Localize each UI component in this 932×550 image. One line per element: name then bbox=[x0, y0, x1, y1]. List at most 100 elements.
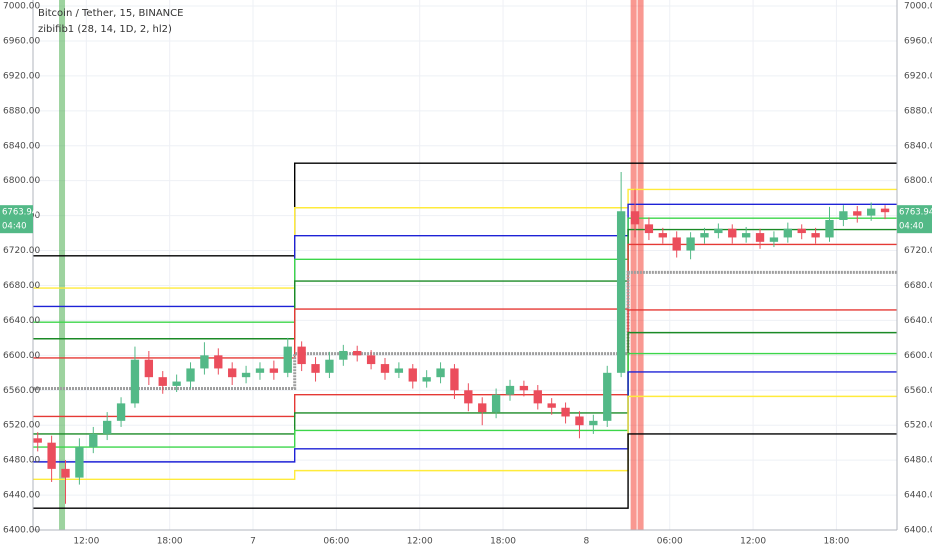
fib-level bbox=[33, 433, 897, 509]
candle-body bbox=[228, 368, 237, 378]
candle-body bbox=[728, 228, 737, 238]
y-tick-label: 6400.00 bbox=[904, 526, 932, 536]
y-tick-label: 6680.00 bbox=[3, 281, 40, 291]
candle-body bbox=[130, 359, 140, 404]
candle-body bbox=[116, 403, 126, 421]
candle-body bbox=[283, 346, 292, 373]
x-tick-label: 18:00 bbox=[490, 537, 516, 547]
price-tag-label: 6763.94 bbox=[2, 208, 37, 218]
y-tick-label: 6480.00 bbox=[3, 456, 40, 466]
candle-body bbox=[47, 442, 56, 469]
candle-body bbox=[61, 468, 70, 478]
candle-body bbox=[144, 359, 154, 378]
candle-body bbox=[769, 237, 779, 242]
y-tick-label: 6720.00 bbox=[3, 246, 40, 256]
candle-body bbox=[714, 228, 723, 234]
y-tick-label: 6720.00 bbox=[904, 246, 932, 256]
fib-level bbox=[33, 203, 897, 308]
x-tick-label: 18:00 bbox=[823, 537, 849, 547]
candle-body bbox=[853, 211, 862, 216]
candle-body bbox=[672, 237, 681, 251]
fib-level bbox=[33, 371, 897, 463]
y-tick-label: 7000.00 bbox=[3, 2, 40, 12]
price-tag bbox=[897, 205, 932, 234]
candle-body bbox=[519, 385, 529, 391]
candle-body bbox=[339, 350, 348, 360]
candle-body bbox=[436, 368, 445, 378]
y-tick-label: 6840.00 bbox=[904, 141, 932, 151]
y-tick-label: 6960.00 bbox=[3, 36, 40, 46]
candle-body bbox=[561, 407, 570, 417]
x-tick-label: 12:00 bbox=[740, 537, 766, 547]
x-tick-label: 06:00 bbox=[657, 537, 683, 547]
candle-body bbox=[811, 233, 820, 238]
candle-body bbox=[658, 233, 667, 238]
candle-body bbox=[630, 211, 640, 225]
candle-body bbox=[366, 355, 376, 365]
y-tick-label: 6520.00 bbox=[3, 421, 40, 431]
indicator-label: zibifib1 (28, 14, 1D, 2, hl2) bbox=[38, 24, 172, 35]
candle-body bbox=[33, 438, 42, 443]
candle-body bbox=[353, 350, 362, 356]
candle-body bbox=[422, 377, 431, 382]
x-tick-label: 8 bbox=[584, 537, 590, 547]
candle-body bbox=[783, 228, 792, 238]
y-tick-label: 6640.00 bbox=[904, 316, 932, 326]
fib-level bbox=[33, 331, 897, 435]
candle-body bbox=[200, 355, 209, 369]
y-tick-label: 7000.00 bbox=[904, 2, 932, 12]
fib-level bbox=[33, 228, 897, 340]
candle-body bbox=[797, 228, 806, 234]
y-tick-label: 6800.00 bbox=[3, 176, 40, 186]
y-tick-label: 6640.00 bbox=[3, 316, 40, 326]
candle-body bbox=[325, 359, 334, 373]
y-tick-label: 6560.00 bbox=[904, 386, 932, 396]
countdown-label: 04:40 bbox=[2, 222, 27, 232]
session-highlight bbox=[630, 0, 637, 530]
y-tick-label: 6600.00 bbox=[904, 351, 932, 361]
candle-body bbox=[866, 208, 876, 216]
candle-body bbox=[241, 372, 251, 378]
candle-body bbox=[214, 355, 223, 369]
y-tick-label: 6520.00 bbox=[904, 421, 932, 431]
price-tag-label: 6763.94 bbox=[899, 208, 932, 218]
y-tick-label: 6400.00 bbox=[3, 526, 40, 536]
candle-body bbox=[75, 447, 84, 478]
y-tick-label: 6560.00 bbox=[3, 386, 40, 396]
x-tick-label: 12:00 bbox=[407, 537, 433, 547]
fib-level bbox=[33, 395, 897, 481]
session-highlight bbox=[637, 0, 644, 530]
candle-body bbox=[755, 233, 765, 242]
x-tick-label: 06:00 bbox=[323, 537, 349, 547]
y-tick-label: 6920.00 bbox=[904, 71, 932, 81]
y-tick-label: 6800.00 bbox=[904, 176, 932, 186]
candle-body bbox=[741, 233, 751, 238]
candle-body bbox=[700, 233, 709, 238]
candle-body bbox=[547, 403, 556, 408]
candle-body bbox=[103, 420, 112, 434]
candle-body bbox=[880, 208, 890, 213]
fib-level bbox=[33, 270, 897, 391]
y-tick-label: 6480.00 bbox=[904, 456, 932, 466]
candle-body bbox=[575, 416, 584, 426]
candle-body bbox=[644, 224, 654, 234]
y-tick-label: 6880.00 bbox=[3, 106, 40, 116]
fib-level bbox=[33, 309, 897, 418]
y-tick-label: 6880.00 bbox=[904, 106, 932, 116]
y-tick-label: 6440.00 bbox=[904, 491, 932, 501]
price-tag bbox=[0, 205, 33, 234]
candle-body bbox=[686, 237, 695, 251]
candle-body bbox=[491, 394, 501, 413]
y-tick-label: 6920.00 bbox=[3, 71, 40, 81]
y-tick-label: 6440.00 bbox=[3, 491, 40, 501]
candle-body bbox=[89, 433, 98, 448]
candle-body bbox=[311, 364, 320, 373]
session-highlight bbox=[59, 0, 66, 530]
candle-body bbox=[825, 219, 834, 238]
x-tick-label: 18:00 bbox=[157, 537, 183, 547]
candle-body bbox=[297, 346, 306, 365]
